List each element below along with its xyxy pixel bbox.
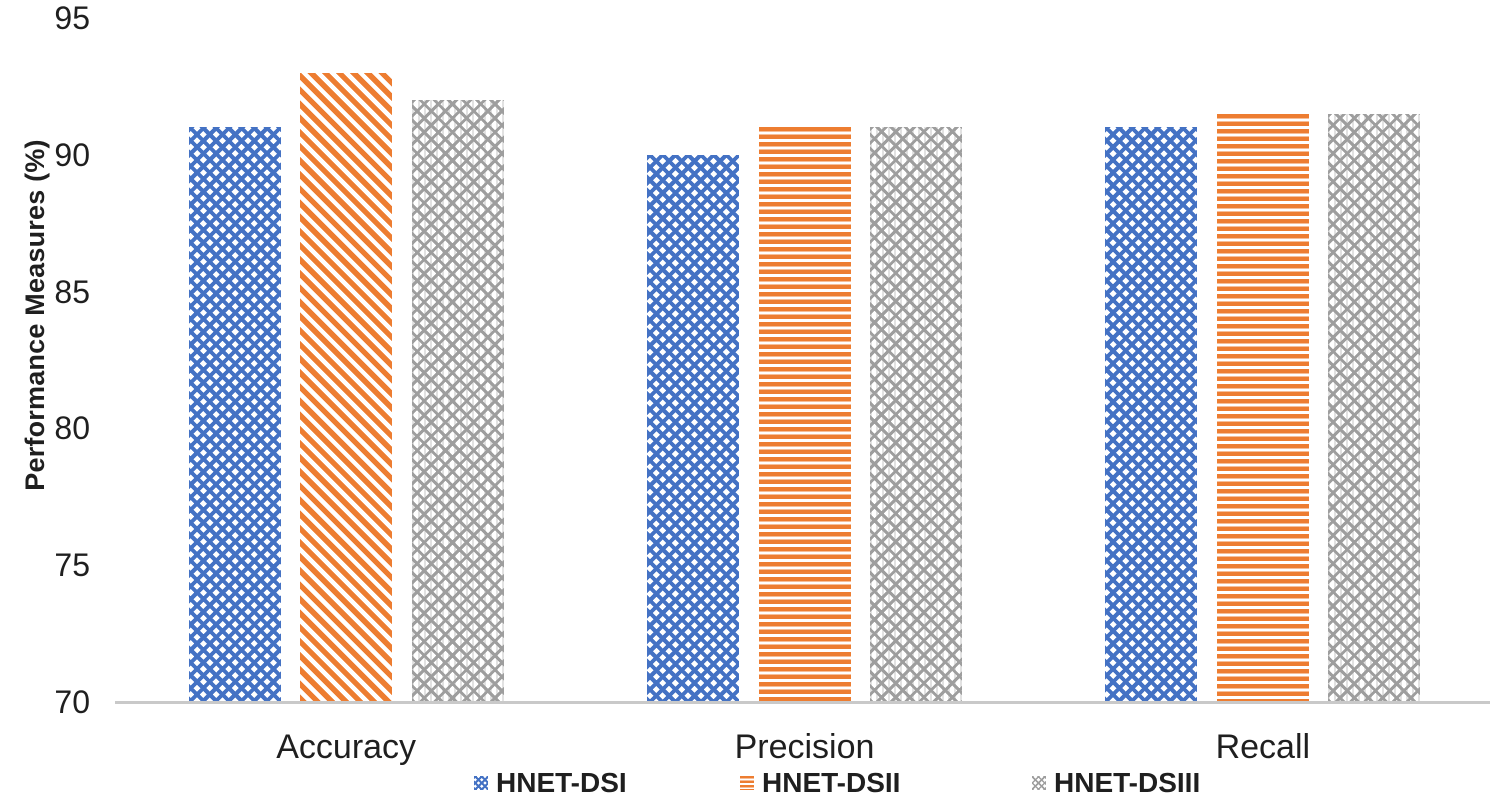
bar-hnet-dsi-precision	[647, 154, 739, 702]
legend-label-hnet-dsi: HNET-DSI	[496, 767, 627, 798]
bar-hnet-dsii-precision	[758, 127, 851, 702]
x-axis-line	[115, 701, 1490, 704]
bar-hnet-dsiii-precision	[870, 127, 962, 702]
y-tick-label-95: 95	[54, 0, 90, 36]
legend-label-hnet-dsii: HNET-DSII	[762, 767, 901, 798]
legend-swatch-hnet-dsiii	[1032, 776, 1046, 790]
y-tick-label-85: 85	[54, 273, 90, 310]
category-label-accuracy: Accuracy	[276, 728, 417, 766]
y-tick-label-90: 90	[54, 136, 90, 173]
legend-item-hnet-dsiii: HNET-DSIII	[1032, 768, 1200, 798]
bar-hnet-dsii-recall	[1216, 113, 1309, 702]
category-label-precision: Precision	[734, 728, 875, 766]
bar-hnet-dsi-accuracy	[188, 127, 281, 702]
legend-item-hnet-dsii: HNET-DSII	[740, 768, 900, 798]
bar-hnet-dsi-recall	[1105, 127, 1198, 702]
y-tick-label-70: 70	[54, 684, 90, 720]
legend-label-hnet-dsiii: HNET-DSIII	[1054, 767, 1201, 798]
category-label-recall: Recall	[1215, 728, 1311, 766]
bar-hnet-dsiii-recall	[1328, 113, 1421, 702]
y-tick-label-80: 80	[54, 410, 90, 447]
legend-item-hnet-dsi: HNET-DSI	[474, 768, 627, 798]
bar-hnet-dsii-accuracy	[300, 72, 393, 702]
legend-swatch-hnet-dsi	[474, 776, 488, 790]
y-tick-label-75: 75	[54, 547, 90, 584]
legend-swatch-hnet-dsii	[740, 776, 754, 790]
bar-hnet-dsiii-accuracy	[411, 100, 504, 702]
